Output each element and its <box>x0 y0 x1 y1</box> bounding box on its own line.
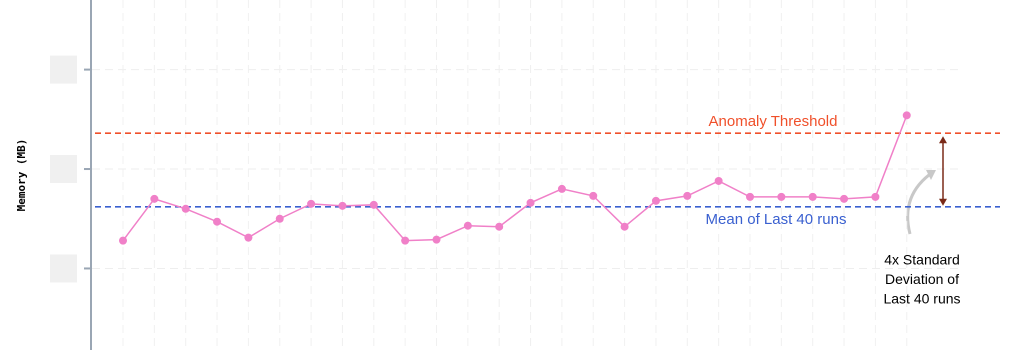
pointer-arrowhead <box>926 170 936 180</box>
data-point <box>401 236 410 245</box>
data-point <box>369 200 378 209</box>
y-axis-label: Memory (MB) <box>15 139 28 212</box>
data-point <box>463 221 472 230</box>
data-point <box>714 176 723 185</box>
mean-label: Mean of Last 40 runs <box>706 211 847 228</box>
data-point <box>119 236 127 245</box>
data-point <box>683 191 692 200</box>
data-point <box>840 194 849 203</box>
data-point <box>244 233 253 242</box>
data-point <box>589 191 598 200</box>
data-point <box>620 222 629 231</box>
pointer-arrow <box>906 170 934 235</box>
threshold-label: Anomaly Threshold <box>709 113 838 130</box>
data-point <box>777 192 786 201</box>
data-point <box>871 192 880 201</box>
data-point <box>338 201 347 210</box>
data-point <box>150 194 159 203</box>
data-point <box>746 192 754 201</box>
data-point <box>526 198 535 207</box>
series-line <box>122 115 908 242</box>
std-note: 4x Standard <box>884 252 960 268</box>
data-point <box>307 199 316 208</box>
data-point <box>275 214 284 223</box>
data-point <box>557 184 566 193</box>
redacted-tick-label <box>50 55 77 84</box>
data-point <box>181 204 190 213</box>
data-point <box>651 196 660 205</box>
data-point <box>902 111 911 120</box>
std-note: Last 40 runs <box>883 291 960 307</box>
redacted-tick-label <box>50 155 77 184</box>
data-point <box>495 222 504 231</box>
data-point <box>213 217 222 226</box>
std-arrowhead <box>939 198 947 206</box>
redacted-tick-label <box>50 254 77 283</box>
std-note: Deviation of <box>885 271 959 287</box>
data-point <box>808 192 817 201</box>
std-arrowhead <box>939 136 947 144</box>
data-point <box>432 235 441 244</box>
